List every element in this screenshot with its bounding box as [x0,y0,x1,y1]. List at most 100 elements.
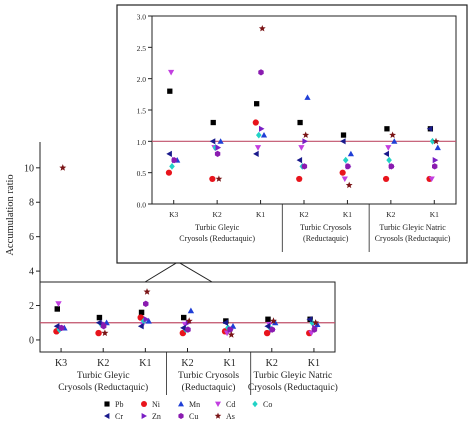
data-point-cr [180,324,186,332]
legend-marker-as [214,412,222,419]
y-tick-label: 0 [29,335,34,346]
data-point-mn [187,307,195,314]
x-tick-label: K1 [139,358,151,369]
data-point-cu [58,324,65,332]
data-point-co [386,156,392,164]
data-point-pb [254,101,260,107]
y-tick-label: 2.0 [137,75,147,84]
data-point-cd [298,145,305,151]
data-point-cu [301,163,308,170]
data-point-cd [341,176,348,182]
data-point-cr [222,319,228,326]
group-label-line1: Turbic Gleyic [195,223,240,232]
data-point-as [302,131,310,138]
group-label-line1: Turbic Gleyic Natric [253,371,332,381]
legend-label-cd: Cd [226,400,235,409]
data-point-cr [95,319,102,326]
data-point-cu [432,163,438,170]
y-tick-label: 8 [29,198,34,209]
data-point-as [227,331,235,338]
data-point-cr [137,323,144,330]
y-tick-label: 4 [29,267,34,278]
legend-marker-zn [141,413,147,419]
data-point-as [432,137,440,145]
data-point-ni [296,175,303,183]
group-label-line2: Cryosols (Reductaquic) [179,234,255,243]
legend-marker-cu [178,413,184,419]
data-point-zn [143,316,150,323]
data-point-cu [143,300,149,307]
legend-label-mn: Mn [189,400,200,409]
x-tick-label: K2 [213,210,222,219]
data-point-mn [304,94,311,100]
data-point-pb [180,314,187,321]
data-point-co [342,156,349,164]
x-tick-label: K1 [430,210,439,219]
data-point-cd [385,145,392,151]
data-point-co [429,137,436,145]
group-label-line1: Turbic Gleyic Natric [379,223,446,232]
data-point-ni [252,119,259,126]
data-point-zn [215,144,222,151]
legend-label-ni: Ni [152,400,161,409]
data-point-zn [302,138,308,145]
data-point-co [256,131,262,139]
group-label-line2: Cryosols (Reductaquic) [58,382,148,393]
data-point-zn [432,157,439,164]
data-point-pb [54,306,60,312]
data-point-pb [384,126,390,132]
data-point-cu [269,326,275,333]
y-tick-label: 10 [24,163,34,174]
y-tick-label: 2.5 [137,44,147,53]
y-tick-label: 1.5 [137,107,147,116]
x-tick-label: K1 [308,358,320,369]
y-tick-label: 1.0 [137,138,147,147]
data-point-cr [296,157,303,164]
plot-area [151,15,457,205]
group-label-line2: Cryosols (Reductaquic) [248,382,338,393]
data-point-cu [311,326,318,333]
plot-area [39,281,336,353]
data-point-cd [168,69,175,76]
data-point-cr [264,323,271,330]
data-point-zn [259,125,265,132]
zoom-arrow [143,261,214,283]
data-point-mn [434,144,441,151]
data-point-as [389,131,396,138]
data-point-cd [428,176,435,182]
group-label-line1: Turbic Cryosols [300,223,352,232]
legend-marker-pb [104,401,110,407]
zoom-callout [143,261,214,283]
legend: Pb Ni Mn Cd Co Cr Zn Cu As [104,400,272,421]
data-point-ni [382,175,390,183]
x-tick-label: K2 [299,210,308,219]
data-point-cr [340,138,346,145]
x-tick-label: K2 [181,358,193,369]
y-tick-label: 2 [29,301,34,312]
data-point-ni [95,329,102,337]
legend-marker-co [252,400,258,408]
data-point-cr [426,125,433,132]
x-tick-label: K3 [169,210,178,219]
data-point-cr [166,150,172,157]
data-point-as [312,319,320,326]
data-point-pb [340,132,347,138]
data-point-pb [167,88,173,94]
x-tick-label: K1 [343,210,352,219]
data-point-pb [265,316,271,323]
legend-label-co: Co [263,400,272,409]
data-point-cr [306,316,313,323]
data-point-ni [339,169,346,176]
data-point-mn [217,138,224,144]
data-point-mn [347,150,354,157]
data-point-ni [165,169,173,176]
y-tick-label: 6 [29,232,34,243]
legend-label-pb: Pb [115,400,123,409]
data-point-pb [96,314,103,321]
data-point-cr [209,138,216,145]
data-point-pb [297,119,303,126]
data-point-cu [185,326,191,333]
data-point-as [101,329,109,336]
